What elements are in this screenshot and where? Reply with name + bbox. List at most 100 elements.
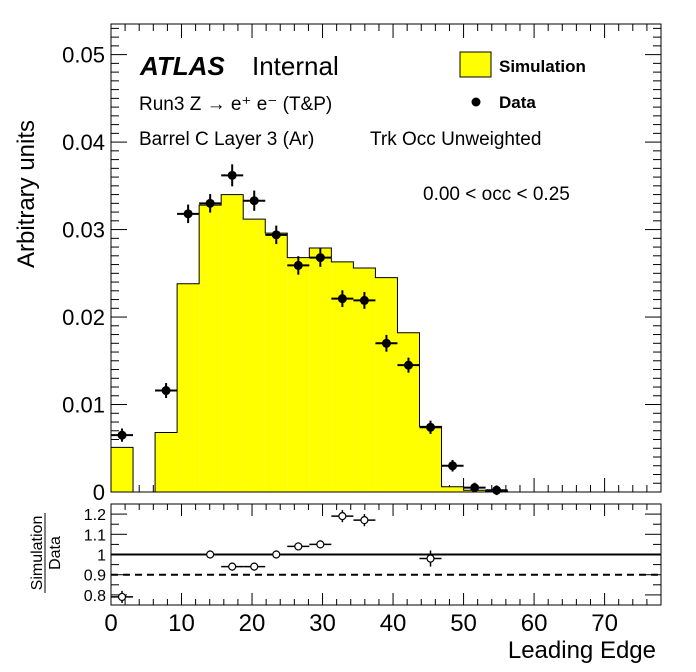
atlas-label: ATLAS bbox=[139, 51, 225, 81]
legend-simulation-label: Simulation bbox=[499, 57, 586, 76]
ratio-point bbox=[243, 562, 266, 571]
data-point bbox=[331, 290, 354, 308]
ratio-label-numerator: Simulation bbox=[29, 516, 46, 591]
legend-simulation-swatch bbox=[459, 51, 492, 78]
data-point bbox=[309, 248, 332, 267]
main-y-tick-label: 0.01 bbox=[62, 393, 105, 418]
ratio-point bbox=[287, 542, 310, 551]
x-tick-label: 20 bbox=[239, 610, 266, 637]
selection-label: 0.00 < occ < 0.25 bbox=[423, 184, 570, 205]
main-plot-frame bbox=[110, 23, 662, 493]
ratio-point-marker bbox=[316, 540, 325, 549]
simulation-histogram bbox=[110, 194, 509, 493]
data-point-marker bbox=[161, 386, 171, 396]
ratio-point-marker bbox=[228, 562, 237, 571]
simulation-bin bbox=[221, 194, 244, 492]
data-point-marker bbox=[183, 209, 193, 219]
simulation-bin bbox=[111, 447, 134, 492]
data-point-marker bbox=[249, 196, 259, 206]
ratio-y-tick-label: 1 bbox=[97, 548, 106, 565]
ratio-point bbox=[265, 550, 288, 559]
data-point-marker bbox=[470, 483, 480, 493]
legend-data-label: Data bbox=[499, 93, 536, 112]
data-point-marker bbox=[337, 294, 347, 304]
simulation-outline bbox=[110, 194, 509, 493]
ratio-y-tick-label: 0.9 bbox=[84, 568, 106, 585]
ratio-y-tick-label: 0.8 bbox=[84, 588, 106, 605]
data-point bbox=[441, 460, 464, 472]
data-point bbox=[265, 225, 288, 245]
ratio-point bbox=[353, 514, 376, 527]
ratio-label-denominator: Data bbox=[47, 536, 64, 570]
data-point-marker bbox=[359, 295, 369, 305]
data-point bbox=[199, 194, 222, 213]
data-point-marker bbox=[271, 230, 281, 240]
data-point-marker bbox=[492, 485, 502, 495]
main-panel: 0 0.01 0.02 0.03 0.04 0.05 Arbitrary units AT… bbox=[13, 23, 662, 505]
simulation-bin bbox=[177, 283, 200, 492]
main-y-tick-label: 0.05 bbox=[62, 43, 105, 68]
ratio-point-marker bbox=[272, 550, 281, 559]
data-point bbox=[177, 204, 200, 224]
main-y-tick-label: 0.04 bbox=[62, 130, 105, 155]
region-label: Barrel C Layer 3 (Ar) bbox=[139, 129, 314, 150]
data-point-marker bbox=[205, 198, 215, 208]
data-point bbox=[243, 190, 266, 211]
simulation-bin bbox=[375, 277, 398, 492]
data-point bbox=[485, 485, 508, 496]
data-point-marker bbox=[381, 338, 391, 348]
data-point bbox=[353, 292, 376, 309]
x-tick-label: 60 bbox=[521, 610, 548, 637]
simulation-bin bbox=[199, 205, 222, 492]
ratio-point-marker bbox=[426, 554, 435, 563]
ratio-point-marker bbox=[338, 512, 347, 521]
main-y-tick-label: 0.03 bbox=[62, 218, 105, 243]
ratio-y-tick-labels: 0.8 0.9 1 1.1 1.2 bbox=[84, 507, 106, 605]
ratio-point bbox=[221, 562, 244, 571]
x-tick-label: 0 bbox=[104, 610, 117, 637]
x-tick-label: 30 bbox=[309, 610, 336, 637]
x-tick-label: 40 bbox=[380, 610, 407, 637]
ratio-point bbox=[199, 550, 222, 559]
ratio-y-axis-label: Simulation Data bbox=[29, 513, 64, 593]
main-y-tick-labels: 0 0.01 0.02 0.03 0.04 0.05 bbox=[62, 43, 105, 505]
simulation-bin bbox=[441, 486, 464, 492]
data-point bbox=[221, 164, 244, 187]
data-point-marker bbox=[227, 170, 237, 180]
simulation-bin bbox=[155, 432, 178, 492]
simulation-bin bbox=[353, 268, 376, 492]
weighting-label: Trk Occ Unweighted bbox=[370, 129, 541, 150]
data-points bbox=[111, 164, 508, 496]
main-y-tick-label: 0.02 bbox=[62, 305, 105, 330]
legend-data-marker bbox=[471, 97, 481, 107]
ratio-reference-lines bbox=[111, 553, 661, 576]
x-tick-label: 50 bbox=[450, 610, 477, 637]
ratio-point-marker bbox=[250, 562, 259, 571]
data-point bbox=[155, 383, 178, 399]
ratio-point bbox=[309, 540, 332, 549]
simulation-bin bbox=[331, 261, 354, 492]
data-point-marker bbox=[403, 360, 413, 370]
y-axis-label: Arbitrary units bbox=[13, 120, 40, 268]
data-point-marker bbox=[315, 253, 325, 263]
data-point-marker bbox=[293, 260, 303, 270]
ratio-y-tick-label: 1.1 bbox=[84, 527, 106, 544]
x-axis-label: Leading Edge bbox=[508, 637, 656, 664]
ratio-panel: 0.8 0.9 1 1.1 1.2 0 10 20 30 40 50 60 70 Simulation… bbox=[29, 503, 662, 664]
data-point-marker bbox=[117, 430, 127, 440]
simulation-bin bbox=[265, 233, 288, 492]
data-point bbox=[375, 334, 398, 352]
simulation-bin bbox=[309, 247, 332, 492]
x-tick-labels: 0 10 20 30 40 50 60 70 bbox=[104, 610, 618, 637]
legend: Simulation Data bbox=[459, 51, 586, 112]
ratio-y-tick-label: 1.2 bbox=[84, 507, 106, 524]
main-y-tick-label: 0 bbox=[93, 480, 105, 505]
simulation-bin bbox=[419, 426, 442, 492]
x-tick-label: 70 bbox=[591, 610, 618, 637]
data-point bbox=[111, 428, 134, 442]
data-point bbox=[397, 357, 420, 373]
ratio-point-marker bbox=[117, 592, 127, 602]
ratio-point-marker bbox=[294, 542, 303, 551]
simulation-bin bbox=[287, 257, 310, 492]
